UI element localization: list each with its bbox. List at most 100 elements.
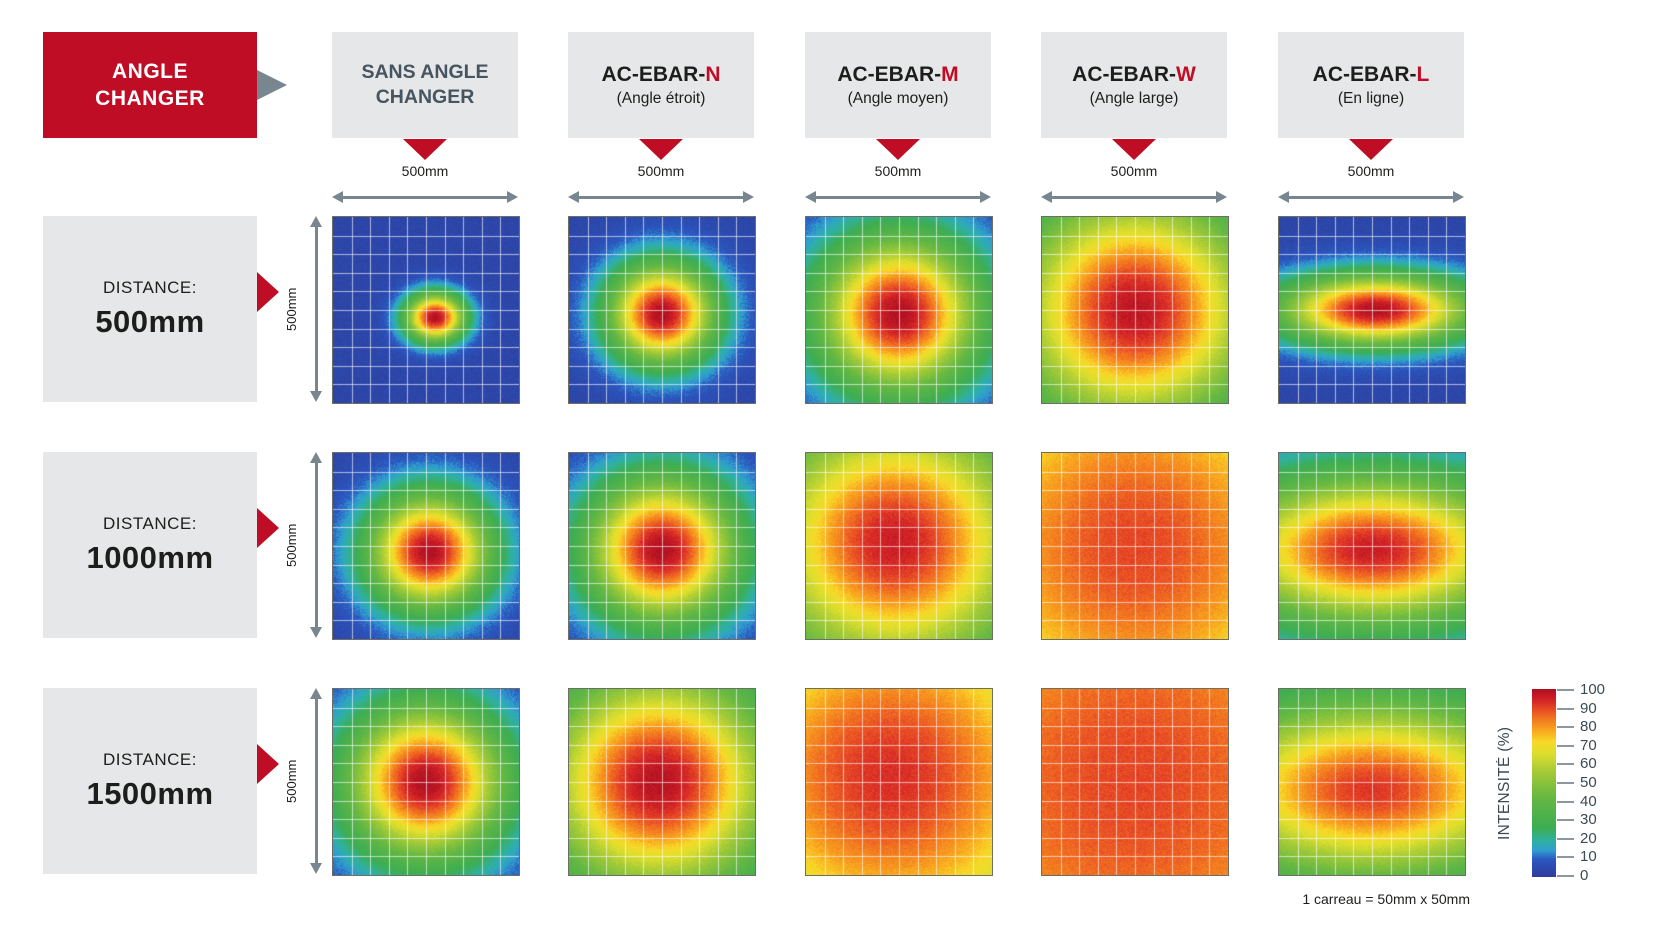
row-label-distance-1500: DISTANCE: 1500mm (43, 688, 257, 874)
legend-tick-label: 70 (1580, 736, 1597, 754)
column-header-sans-angle-changer: SANS ANGLE CHANGER (332, 32, 518, 138)
column-header-ac-ebar-w: AC-EBAR-W (Angle large) (1041, 32, 1227, 138)
heatmap-500mm-l (1278, 216, 1466, 404)
legend-tick-label: 30 (1580, 811, 1597, 829)
legend-tick-label: 80 (1580, 718, 1597, 736)
heatmap-1500mm-w (1041, 688, 1229, 876)
column-title: AC-EBAR-W (1072, 62, 1196, 87)
heatmap-1000mm-m (805, 452, 993, 640)
legend-colorbar (1532, 689, 1556, 877)
distance-label: DISTANCE: (103, 750, 197, 769)
distance-label: DISTANCE: (103, 278, 197, 297)
column-title-line2: CHANGER (375, 86, 475, 108)
heatmap-1000mm-w (1041, 452, 1229, 640)
legend-tick (1557, 744, 1574, 747)
triangle-right-icon (257, 272, 279, 312)
legend-tick-label: 10 (1580, 848, 1597, 866)
heatmap-1500mm-n (568, 688, 756, 876)
heatmap-1500mm-m (805, 688, 993, 876)
heatmap-500mm-n (568, 216, 756, 404)
product-prefix: AC-EBAR- (1072, 63, 1176, 86)
double-arrow-vertical-icon (310, 452, 322, 638)
heatmap-500mm-m (805, 216, 993, 404)
footnote: 1 carreau = 50mm x 50mm (1302, 891, 1470, 907)
row-label-distance-500: DISTANCE: 500mm (43, 216, 257, 402)
distance-value: 1500mm (86, 776, 214, 811)
width-dimension-label: 500mm (1110, 163, 1158, 179)
double-arrow-horizontal-icon (568, 191, 754, 203)
legend-tick-label: 50 (1580, 774, 1597, 791)
legend-tick (1557, 726, 1574, 729)
product-suffix: W (1176, 63, 1196, 86)
legend-tick (1557, 819, 1574, 822)
legend-tick (1557, 856, 1574, 859)
column-subtitle: (Angle étroit) (616, 90, 706, 107)
distance-label: DISTANCE: (103, 514, 197, 533)
column-subtitle: (En ligne) (1337, 90, 1405, 107)
legend-tick (1557, 875, 1574, 877)
column-subtitle: (Angle moyen) (847, 90, 949, 107)
product-suffix: N (705, 63, 721, 86)
column-title: AC-EBAR-M (837, 62, 958, 87)
legend-tick (1557, 689, 1574, 691)
height-dimension-label: 500mm (284, 287, 299, 331)
product-suffix: M (941, 63, 959, 86)
width-dimension-label: 500mm (401, 163, 449, 179)
heatmap-500mm-w (1041, 216, 1229, 404)
triangle-right-icon (257, 744, 279, 784)
double-arrow-horizontal-icon (332, 191, 518, 203)
column-header-ac-ebar-m: AC-EBAR-M (Angle moyen) (805, 32, 991, 138)
product-prefix: AC-EBAR- (1312, 63, 1417, 86)
heatmap-1000mm-l (1278, 452, 1466, 640)
legend-tick-label: 100 (1580, 681, 1606, 698)
legend-tick (1557, 837, 1574, 840)
heatmap-1500mm-sans (332, 688, 520, 876)
double-arrow-horizontal-icon (1041, 191, 1227, 203)
badge-line2: CHANGER (95, 87, 205, 110)
heatmap-1000mm-sans (332, 452, 520, 640)
column-subtitle: (Angle large) (1089, 90, 1179, 107)
triangle-down-icon (876, 139, 920, 160)
distance-value: 500mm (95, 304, 205, 339)
column-title: AC-EBAR-L (1313, 62, 1430, 87)
row-label-distance-1000: DISTANCE: 1000mm (43, 452, 257, 638)
legend-tick (1557, 800, 1574, 803)
double-arrow-vertical-icon (310, 216, 322, 402)
width-dimension-label: 500mm (1347, 163, 1395, 179)
product-suffix: L (1416, 63, 1430, 86)
column-title: AC-EBAR-N (602, 62, 721, 87)
height-dimension-label: 500mm (284, 523, 299, 567)
arrow-right-icon (257, 70, 287, 100)
width-dimension-label: 500mm (637, 163, 685, 179)
column-title: SANS ANGLE CHANGER (361, 60, 488, 110)
double-arrow-horizontal-icon (1278, 191, 1464, 203)
legend-tick-label: 60 (1580, 755, 1597, 773)
height-dimension-label: 500mm (284, 759, 299, 803)
column-header-ac-ebar-l: AC-EBAR-L (En ligne) (1278, 32, 1464, 138)
heatmap-1000mm-n (568, 452, 756, 640)
legend-tick (1557, 782, 1574, 784)
distance-value: 1000mm (86, 540, 214, 575)
legend-tick-label: 0 (1580, 867, 1589, 884)
triangle-down-icon (1349, 139, 1393, 160)
heatmap-500mm-sans (332, 216, 520, 404)
legend-title: INTENSITÉ (%) (1496, 726, 1513, 840)
triangle-down-icon (403, 139, 447, 160)
legend-tick (1557, 707, 1574, 710)
triangle-right-icon (257, 508, 279, 548)
angle-changer-badge: ANGLE CHANGER (43, 32, 257, 138)
legend-tick-label: 90 (1580, 699, 1597, 717)
badge-line1: ANGLE (112, 60, 188, 83)
double-arrow-vertical-icon (310, 688, 322, 874)
product-prefix: AC-EBAR- (601, 63, 706, 86)
column-title-line1: SANS ANGLE (361, 61, 489, 83)
triangle-down-icon (639, 139, 683, 160)
double-arrow-horizontal-icon (805, 191, 991, 203)
legend-tick-label: 20 (1580, 829, 1597, 847)
column-header-ac-ebar-n: AC-EBAR-N (Angle étroit) (568, 32, 754, 138)
heatmap-1500mm-l (1278, 688, 1466, 876)
intensity-legend: 100 90 80 70 60 50 40 30 20 10 0 (1532, 681, 1652, 884)
product-prefix: AC-EBAR- (837, 63, 942, 86)
legend-tick (1557, 763, 1574, 766)
